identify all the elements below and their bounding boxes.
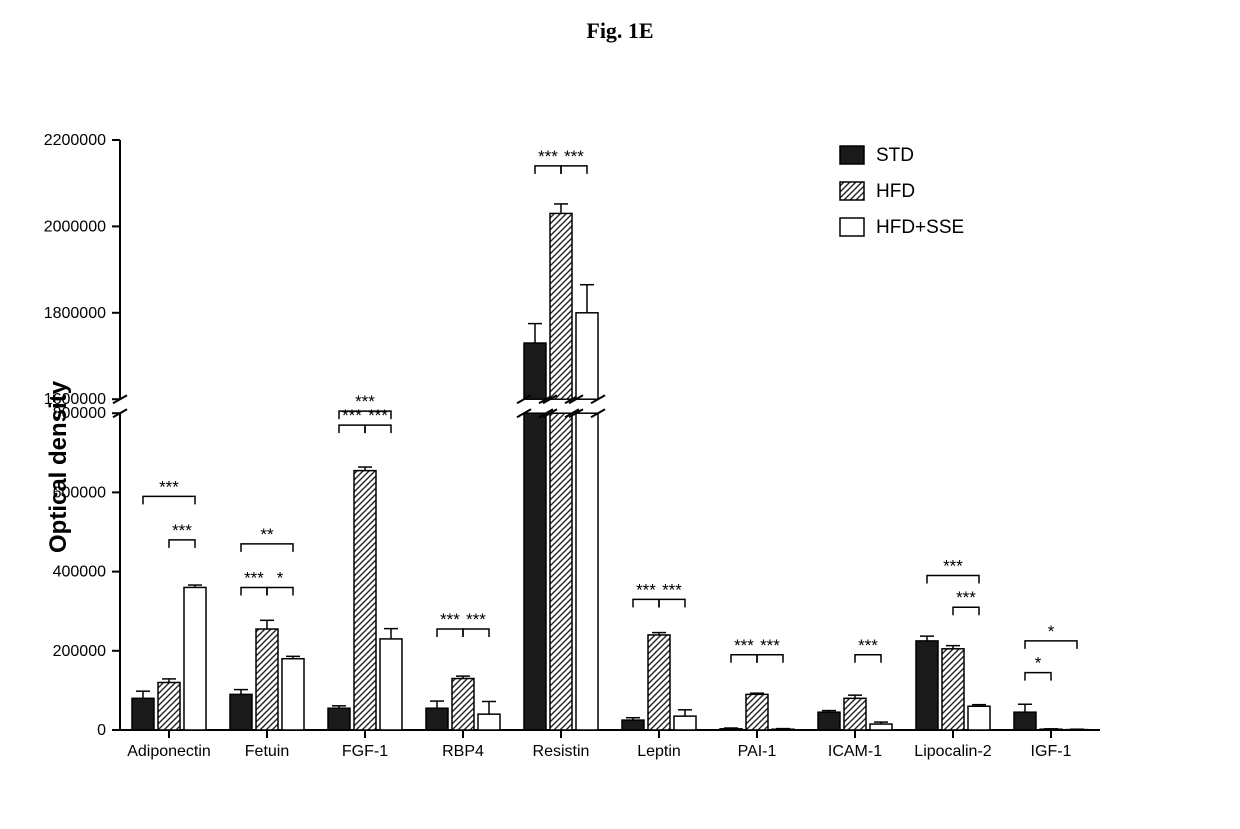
bar-upper bbox=[550, 213, 572, 399]
significance-bracket bbox=[1025, 641, 1077, 649]
significance-label: *** bbox=[858, 636, 878, 655]
significance-label: *** bbox=[956, 588, 976, 607]
significance-label: *** bbox=[159, 477, 179, 496]
category-label: FGF-1 bbox=[342, 743, 388, 760]
significance-bracket bbox=[1025, 673, 1051, 681]
significance-label: *** bbox=[538, 147, 558, 166]
bar-lower bbox=[576, 413, 598, 730]
significance-label: *** bbox=[734, 636, 754, 655]
bar bbox=[380, 639, 402, 730]
significance-label: * bbox=[277, 568, 284, 587]
significance-bracket bbox=[927, 576, 979, 584]
legend-swatch bbox=[840, 218, 864, 236]
bar-lower bbox=[550, 413, 572, 730]
legend-label: HFD bbox=[876, 181, 915, 202]
significance-label: * bbox=[1048, 622, 1055, 641]
significance-label: *** bbox=[342, 406, 362, 425]
bar bbox=[968, 706, 990, 730]
legend-label: HFD+SSE bbox=[876, 217, 964, 238]
legend-swatch bbox=[840, 182, 864, 200]
significance-label: *** bbox=[943, 557, 963, 576]
significance-label: *** bbox=[172, 521, 192, 540]
significance-label: *** bbox=[244, 568, 264, 587]
svg-text:2000000: 2000000 bbox=[44, 218, 106, 235]
legend-label: STD bbox=[876, 145, 914, 166]
significance-label: ** bbox=[260, 525, 274, 544]
significance-label: *** bbox=[760, 636, 780, 655]
significance-bracket bbox=[437, 629, 463, 637]
bar bbox=[230, 694, 252, 730]
bar bbox=[158, 682, 180, 730]
category-label: ICAM-1 bbox=[828, 743, 882, 760]
significance-label: *** bbox=[564, 147, 584, 166]
bar bbox=[720, 729, 742, 730]
bar bbox=[426, 708, 448, 730]
svg-text:0: 0 bbox=[97, 722, 106, 739]
bar bbox=[818, 712, 840, 730]
significance-bracket bbox=[633, 599, 659, 607]
bar bbox=[132, 698, 154, 730]
svg-text:1600000: 1600000 bbox=[44, 391, 106, 408]
svg-text:2200000: 2200000 bbox=[44, 132, 106, 149]
bar bbox=[478, 714, 500, 730]
bar-upper bbox=[524, 343, 546, 399]
svg-text:1800000: 1800000 bbox=[44, 305, 106, 322]
bar bbox=[622, 720, 644, 730]
category-label: Lipocalin-2 bbox=[914, 743, 991, 760]
significance-bracket bbox=[757, 655, 783, 663]
bar bbox=[256, 629, 278, 730]
bar-lower bbox=[524, 413, 546, 730]
significance-bracket bbox=[731, 655, 757, 663]
significance-label: *** bbox=[636, 580, 656, 599]
bar bbox=[942, 649, 964, 730]
bar bbox=[648, 635, 670, 730]
category-label: Leptin bbox=[637, 743, 681, 760]
category-label: Resistin bbox=[533, 743, 590, 760]
bar bbox=[746, 694, 768, 730]
significance-label: * bbox=[1035, 654, 1042, 673]
bar bbox=[1014, 712, 1036, 730]
significance-label: *** bbox=[466, 610, 486, 629]
figure-container: Fig. 1E Optical density 0200000400000600… bbox=[0, 0, 1240, 829]
svg-text:400000: 400000 bbox=[53, 564, 106, 581]
svg-text:600000: 600000 bbox=[53, 484, 106, 501]
bar bbox=[916, 641, 938, 730]
bar bbox=[328, 708, 350, 730]
significance-bracket bbox=[463, 629, 489, 637]
bar bbox=[452, 679, 474, 730]
bar bbox=[354, 471, 376, 730]
significance-bracket bbox=[535, 166, 561, 174]
svg-text:200000: 200000 bbox=[53, 643, 106, 660]
category-label: Fetuin bbox=[245, 743, 289, 760]
bar-upper bbox=[576, 313, 598, 399]
significance-bracket bbox=[339, 425, 365, 433]
significance-bracket bbox=[953, 607, 979, 615]
significance-bracket bbox=[143, 496, 195, 504]
significance-label: *** bbox=[368, 406, 388, 425]
category-label: IGF-1 bbox=[1031, 743, 1072, 760]
category-label: RBP4 bbox=[442, 743, 484, 760]
legend-swatch bbox=[840, 146, 864, 164]
significance-bracket bbox=[169, 540, 195, 548]
bar bbox=[282, 659, 304, 730]
significance-bracket bbox=[241, 587, 267, 595]
significance-label: *** bbox=[440, 610, 460, 629]
bar bbox=[870, 724, 892, 730]
significance-bracket bbox=[855, 655, 881, 663]
bar-chart: 0200000400000600000800000160000018000002… bbox=[0, 0, 1240, 829]
category-label: PAI-1 bbox=[738, 743, 777, 760]
bar bbox=[844, 698, 866, 730]
significance-bracket bbox=[241, 544, 293, 552]
significance-bracket bbox=[659, 599, 685, 607]
significance-bracket bbox=[267, 587, 293, 595]
bar bbox=[184, 587, 206, 730]
significance-label: *** bbox=[662, 580, 682, 599]
significance-bracket bbox=[561, 166, 587, 174]
significance-bracket bbox=[365, 425, 391, 433]
bar bbox=[674, 716, 696, 730]
category-label: Adiponectin bbox=[127, 743, 211, 760]
